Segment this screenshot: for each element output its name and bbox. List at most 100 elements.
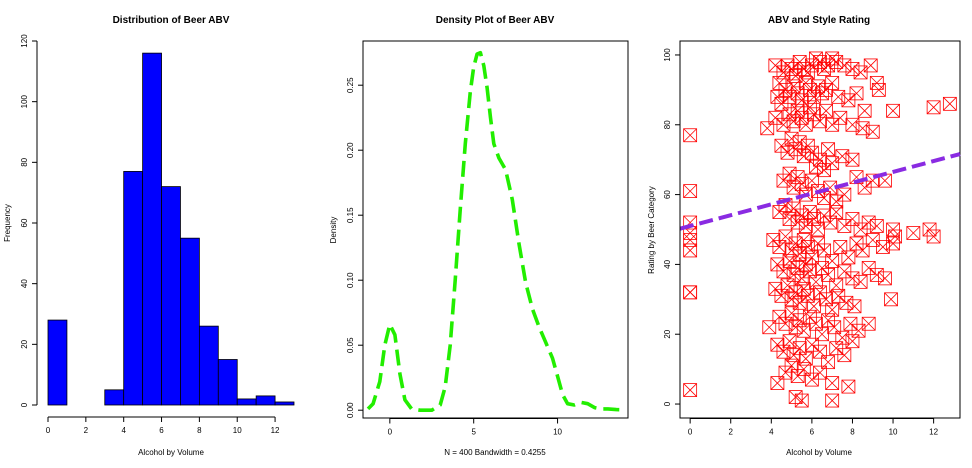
scatter-point xyxy=(849,86,864,101)
scatter-point-cross-b xyxy=(683,243,697,258)
scatter-point xyxy=(804,372,819,387)
scatter-point-cross-b xyxy=(790,170,805,184)
scatter-point-cross-b xyxy=(805,173,819,188)
scatter-point-box xyxy=(813,365,827,380)
scatter-point-cross-b xyxy=(766,233,781,247)
scatter-point-cross-b xyxy=(861,316,876,331)
scatter-point-box xyxy=(772,205,787,219)
scatter-point-cross-b xyxy=(770,90,785,104)
density-ylabel: Density xyxy=(329,217,338,244)
scatter-point-box xyxy=(774,138,789,153)
scatter-point-box xyxy=(841,250,856,265)
density-y-tick-label: 0.20 xyxy=(346,142,355,158)
scatter-point-cross-b xyxy=(683,184,697,198)
scatter-point-cross-b xyxy=(803,264,817,279)
scatter-point-cross-b xyxy=(831,289,846,303)
scatter-point-box xyxy=(790,103,805,118)
scatter-point-box xyxy=(884,292,898,307)
scatter-point-box xyxy=(886,103,900,118)
scatter-point-box xyxy=(825,254,840,268)
scatter-point-box xyxy=(804,372,819,387)
scatter-point xyxy=(809,51,823,66)
scatter-point-box xyxy=(798,351,813,366)
scatter-point xyxy=(837,264,852,279)
histogram-x-tick-label: 12 xyxy=(271,426,280,435)
scatter-point xyxy=(875,240,890,254)
scatter-point-cross-b xyxy=(788,285,803,300)
scatter-point-box xyxy=(823,215,838,230)
scatter-point xyxy=(784,306,799,321)
scatter-point xyxy=(833,110,848,125)
scatter-point-cross-b xyxy=(817,208,831,223)
scatter-point-box xyxy=(802,100,817,115)
scatter-point-cross-b xyxy=(823,180,837,195)
histogram-bar xyxy=(142,52,162,406)
scatter-point-box xyxy=(906,226,921,240)
scatter-point-cross-b xyxy=(861,215,876,230)
scatter-point-box xyxy=(869,267,884,282)
scatter-point-box xyxy=(804,58,819,73)
scatter-x-tick-label: 4 xyxy=(769,428,774,437)
scatter-y-tick-label: 80 xyxy=(663,120,672,129)
scatter-point-box xyxy=(804,250,819,265)
scatter-point-box xyxy=(780,278,795,293)
scatter-y-tick-label: 60 xyxy=(663,190,672,199)
scatter-point-box xyxy=(837,348,852,363)
scatter-point-cross-b xyxy=(803,309,817,324)
scatter-point xyxy=(798,219,813,233)
density-y-tick-label: 0.00 xyxy=(346,402,355,418)
scatter-point-cross-b xyxy=(849,170,864,184)
scatter-point xyxy=(878,271,892,286)
scatter-point-box xyxy=(871,82,886,97)
histogram-bar xyxy=(47,319,68,406)
scatter-point-box xyxy=(809,51,823,66)
scatter-point xyxy=(776,65,791,80)
scatter-point-box xyxy=(888,229,902,244)
scatter-point-box xyxy=(839,295,854,310)
scatter-point-cross-b xyxy=(853,275,868,289)
scatter-point xyxy=(683,243,698,258)
scatter-point-cross-b xyxy=(815,261,829,275)
scatter-point xyxy=(772,75,787,90)
scatter-point-box xyxy=(782,334,797,349)
scatter-point xyxy=(811,236,825,251)
scatter-point-cross-b xyxy=(792,247,807,261)
scatter-point xyxy=(770,89,785,104)
scatter-point-cross-b xyxy=(803,205,817,219)
scatter-point-box xyxy=(796,281,811,296)
scatter-point-box xyxy=(829,205,844,219)
scatter-point xyxy=(813,152,827,167)
scatter-point-cross-b xyxy=(805,145,819,160)
scatter-point-cross-b xyxy=(849,86,864,101)
scatter-point xyxy=(942,96,957,111)
scatter-point xyxy=(906,226,921,240)
scatter-point-box xyxy=(796,323,811,338)
scatter-point-box xyxy=(807,107,821,122)
scatter-point-box xyxy=(792,247,807,261)
scatter-point-box xyxy=(800,65,815,80)
scatter-point xyxy=(827,320,842,335)
scatter-point-box xyxy=(819,292,833,307)
scatter-point-cross-b xyxy=(788,142,803,156)
scatter-point xyxy=(835,149,850,164)
scatter-point-box xyxy=(800,138,815,153)
histogram-x-tick-label: 0 xyxy=(46,426,51,435)
scatter-point xyxy=(815,86,829,101)
scatter-point xyxy=(829,205,844,219)
scatter-point-cross-b xyxy=(790,369,805,383)
scatter-point xyxy=(776,173,791,188)
scatter-point-box xyxy=(683,285,698,300)
density-series-line xyxy=(366,50,625,412)
scatter-point xyxy=(813,285,827,300)
scatter-point-cross-b xyxy=(813,365,827,380)
scatter-point-cross-b xyxy=(786,201,801,216)
scatter-point-box xyxy=(770,337,785,352)
scatter-point-cross-b xyxy=(878,271,892,286)
scatter-point-cross-b xyxy=(780,278,795,293)
scatter-point xyxy=(871,82,886,97)
histogram-xlabel: Alcohol by Volume xyxy=(138,448,204,457)
scatter-point-cross-b xyxy=(807,212,821,226)
scatter-point-cross-b xyxy=(839,296,854,310)
histogram-x-tick-label: 6 xyxy=(159,426,164,435)
scatter-point xyxy=(792,135,807,150)
